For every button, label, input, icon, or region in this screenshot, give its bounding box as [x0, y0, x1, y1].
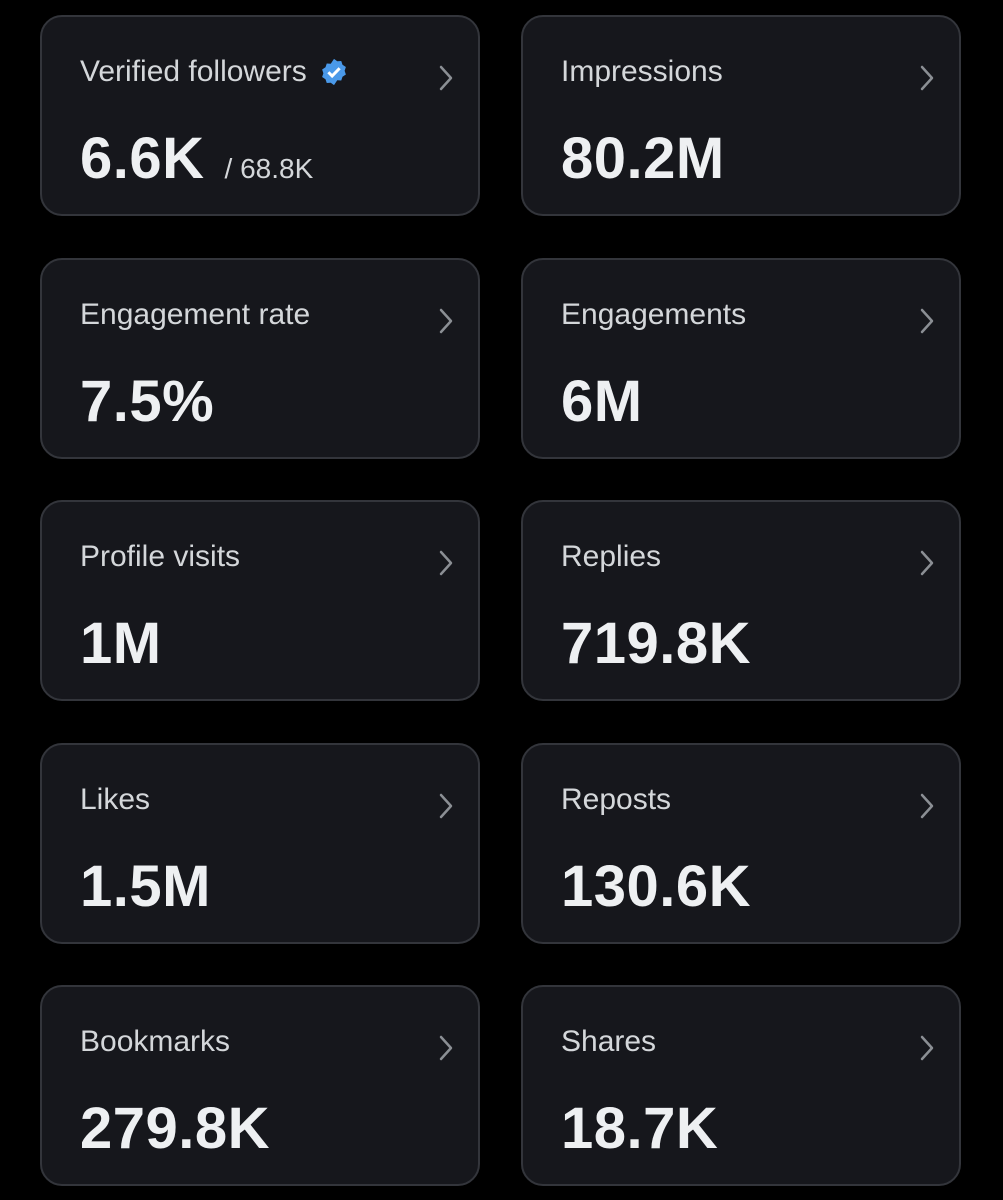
metric-value-text: 18.7K [561, 1096, 719, 1161]
metric-label-text: Engagements [561, 297, 747, 331]
metric-label-text: Verified followers [80, 55, 307, 88]
metric-label: Impressions [561, 55, 723, 89]
metric-secondary: / 68.8K [224, 153, 314, 184]
metric-value-text: 7.5% [80, 368, 215, 434]
chevron-icon [920, 308, 934, 333]
metric-label: Replies [561, 540, 661, 574]
metric-card[interactable]: Shares 18.7K [521, 985, 961, 1186]
metric-card[interactable]: Engagements 6M [521, 257, 961, 459]
metric-card[interactable]: Engagement rate 7.5% [40, 257, 480, 459]
metric-value: 6.6K / 68.8K [80, 125, 313, 192]
chevron-icon [439, 1035, 453, 1061]
metric-value: 7.5% [80, 368, 214, 435]
metric-card[interactable]: Bookmarks 279.8K [40, 985, 480, 1186]
metric-value-text: 719.8K [561, 611, 752, 676]
metric-card[interactable]: Impressions 80.2M [521, 15, 961, 216]
metric-label-text: Bookmarks [80, 1025, 231, 1058]
chevron-icon [920, 65, 934, 91]
metric-label: Shares [561, 1025, 656, 1059]
metric-value: 1.5M [80, 853, 211, 920]
metric-value: 18.7K [561, 1095, 718, 1162]
metric-card[interactable]: Likes 1.5M [40, 742, 480, 944]
chevron-icon [439, 308, 453, 333]
metric-label: Verified followers [80, 55, 349, 89]
metric-label: Profile visits [80, 540, 240, 574]
chevron-icon [439, 65, 453, 91]
metric-label: Engagement rate [80, 298, 310, 332]
metric-value: 719.8K [561, 610, 751, 677]
metric-label: Engagements [561, 298, 746, 332]
chevron-icon [920, 793, 934, 818]
metric-value: 279.8K [80, 1095, 270, 1162]
metric-label-text: Replies [561, 540, 662, 573]
metric-value: 130.6K [561, 853, 751, 920]
metric-value: 80.2M [561, 125, 725, 192]
metric-value: 1M [80, 610, 162, 677]
metric-label-text: Impressions [561, 55, 723, 88]
metric-label-text: Likes [80, 782, 151, 816]
metric-value-text: 130.6K [561, 853, 752, 919]
chevron-icon [920, 1035, 934, 1061]
metric-value-text: 6.6K [80, 126, 205, 191]
chevron-icon [439, 550, 453, 576]
metric-label-text: Engagement rate [80, 297, 311, 331]
metric-value-text: 1.5M [80, 853, 211, 919]
metric-card[interactable]: Profile visits 1M [40, 500, 480, 701]
chevron-icon [920, 550, 934, 576]
metric-value: 6M [561, 368, 643, 435]
metric-label: Reposts [561, 783, 671, 817]
metric-card[interactable]: Verified followers 6.6K / 68.8K [40, 15, 480, 216]
metric-value-text: 6M [561, 368, 643, 434]
metric-label-text: Profile visits [80, 540, 241, 573]
metric-label: Likes [80, 783, 150, 817]
chevron-icon [439, 793, 453, 818]
verified-badge [321, 58, 346, 86]
metric-card[interactable]: Reposts 130.6K [521, 742, 961, 944]
metric-value-text: 279.8K [80, 1096, 271, 1161]
metric-label: Bookmarks [80, 1025, 230, 1059]
metric-value-text: 80.2M [561, 126, 725, 191]
metric-card[interactable]: Replies 719.8K [521, 500, 961, 701]
metric-label-text: Shares [561, 1025, 657, 1058]
metric-value-text: 1M [80, 611, 162, 676]
metric-label-text: Reposts [561, 782, 672, 816]
